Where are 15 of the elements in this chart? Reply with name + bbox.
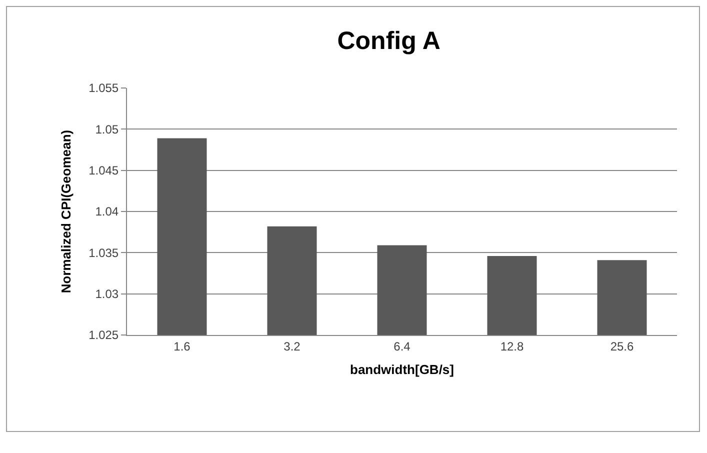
y-tick-label: 1.055 [88,81,119,96]
x-tick-label: 3.2 [284,339,301,354]
y-tick-label: 1.045 [88,164,119,178]
y-tick-label: 1.05 [95,122,119,136]
y-tick-label: 1.03 [95,287,119,302]
y-tick-label: 1.035 [88,246,119,260]
y-axis-title: Normalized CPI(Geomean) [58,130,74,294]
x-axis-title: bandwidth[GB/s] [350,362,454,377]
x-tick-label: 25.6 [610,339,634,354]
chart-title: Config A [337,27,440,56]
y-tick-label: 1.04 [95,204,119,219]
x-tick-label: 1.6 [174,339,191,354]
y-tick-label: 1.025 [88,328,119,342]
x-tick-label: 6.4 [394,339,411,354]
x-tick-label: 12.8 [500,339,524,354]
